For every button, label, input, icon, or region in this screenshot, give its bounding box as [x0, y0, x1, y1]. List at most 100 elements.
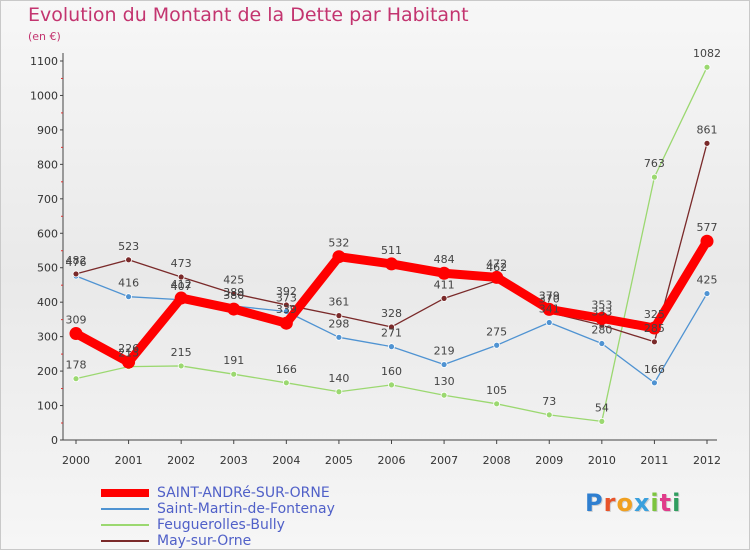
data-label: 325: [644, 308, 665, 321]
logo-letter: t: [659, 489, 673, 517]
data-label: 379: [539, 289, 560, 302]
data-label: 73: [542, 395, 556, 408]
data-label: 333: [591, 305, 612, 318]
data-label: 392: [276, 285, 297, 298]
data-label: 577: [697, 221, 718, 234]
data-point: [174, 291, 188, 305]
data-point: [385, 257, 398, 271]
data-point: [493, 400, 501, 408]
legend-label: SAINT-ANDRé-SUR-ORNE: [157, 485, 330, 501]
legend-swatch: [101, 489, 149, 497]
y-tick-label: 400: [37, 296, 58, 309]
data-label: 425: [697, 274, 718, 287]
data-label: 361: [328, 296, 349, 309]
x-tick-label: 2012: [693, 454, 721, 467]
data-point: [282, 308, 290, 315]
data-label: 462: [486, 261, 507, 274]
legend-label: Feuguerolles-Bully: [157, 517, 285, 533]
data-point: [122, 355, 136, 369]
data-label: 140: [328, 372, 349, 385]
data-point: [72, 270, 80, 278]
data-label: 213: [118, 347, 139, 360]
data-label: 280: [591, 324, 612, 337]
data-label: 285: [644, 322, 665, 335]
data-point: [651, 338, 658, 346]
x-tick-label: 2008: [483, 454, 511, 467]
chart-title: Evolution du Montant de la Dette par Hab…: [28, 4, 469, 26]
x-tick-label: 2004: [272, 454, 300, 467]
data-label: 105: [486, 384, 507, 397]
logo-letter: i: [672, 489, 682, 517]
data-label: 271: [381, 327, 402, 340]
data-label: 476: [66, 256, 87, 269]
data-point: [595, 311, 609, 325]
data-label: 482: [66, 254, 87, 267]
data-label: 178: [66, 359, 87, 372]
logo-letter: i: [650, 489, 660, 517]
data-label: 511: [381, 244, 402, 257]
data-label: 226: [118, 342, 139, 355]
data-label: 472: [486, 257, 507, 270]
y-tick-label: 800: [37, 158, 58, 171]
y-tick-label: 0: [51, 434, 58, 447]
data-point: [490, 270, 504, 284]
data-point: [227, 302, 241, 316]
data-label: 215: [171, 346, 192, 359]
data-point: [388, 381, 395, 389]
data-point: [72, 375, 80, 383]
data-label: 309: [66, 314, 87, 327]
data-point: [703, 63, 711, 71]
legend-swatch: [101, 524, 149, 526]
data-point: [335, 388, 343, 396]
logo-letter: P: [585, 489, 604, 517]
data-point: [388, 343, 395, 351]
data-label: 339: [276, 303, 297, 316]
data-point: [493, 341, 501, 349]
data-point: [388, 323, 395, 331]
data-label: 54: [595, 401, 609, 414]
x-tick-label: 2001: [115, 454, 143, 467]
data-label: 861: [697, 123, 718, 136]
data-point: [177, 362, 185, 370]
data-point: [69, 327, 83, 341]
data-label: 328: [381, 307, 402, 320]
y-tick-label: 500: [37, 262, 58, 275]
x-tick-label: 2000: [62, 454, 90, 467]
data-label: 523: [118, 240, 139, 253]
data-point: [437, 266, 451, 280]
data-point: [700, 234, 714, 248]
data-label: 412: [171, 278, 192, 291]
data-label: 353: [591, 298, 612, 311]
data-label: 370: [539, 293, 560, 306]
legend-swatch: [101, 508, 149, 510]
data-point: [440, 361, 448, 368]
data-point: [651, 173, 658, 181]
x-tick-label: 2007: [430, 454, 458, 467]
data-point: [545, 319, 553, 326]
data-label: 532: [328, 237, 349, 250]
y-tick-label: 100: [37, 400, 58, 413]
x-tick-label: 2003: [220, 454, 248, 467]
data-point: [598, 340, 606, 347]
chart-unit: (en €): [28, 30, 61, 43]
data-label: 219: [434, 345, 455, 358]
x-tick-label: 2011: [640, 454, 668, 467]
data-point: [282, 301, 290, 309]
y-tick-label: 600: [37, 227, 58, 240]
data-point: [545, 411, 553, 419]
data-label: 298: [328, 317, 349, 330]
data-point: [125, 293, 132, 301]
data-point: [598, 417, 606, 425]
logo-letter: r: [603, 489, 617, 517]
data-point: [542, 302, 556, 316]
data-label: 275: [486, 325, 507, 338]
data-label: 341: [539, 303, 560, 316]
logo-letter: o: [616, 489, 634, 517]
data-point: [282, 379, 290, 387]
data-point: [177, 273, 185, 281]
data-label: 473: [171, 257, 192, 270]
data-point: [335, 312, 343, 320]
data-point: [279, 316, 293, 330]
data-point: [647, 321, 661, 335]
data-label: 380: [223, 289, 244, 302]
